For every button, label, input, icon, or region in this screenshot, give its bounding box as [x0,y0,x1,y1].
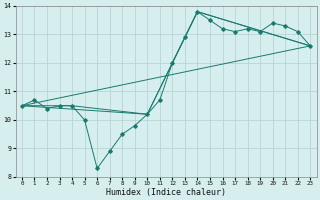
X-axis label: Humidex (Indice chaleur): Humidex (Indice chaleur) [106,188,226,197]
